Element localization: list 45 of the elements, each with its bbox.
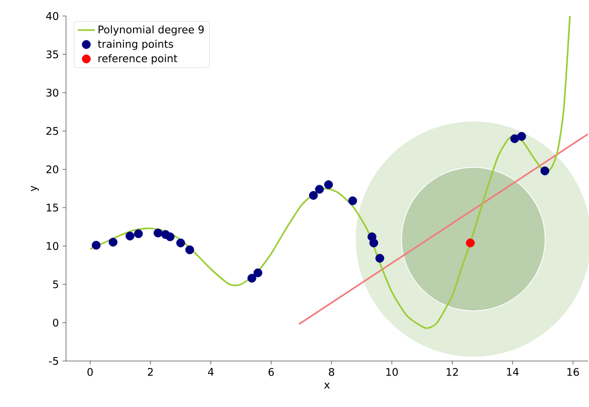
point [176,238,186,248]
point [517,132,526,141]
y-tick-label: 10 [46,242,58,250]
x-tick-label: 16 [567,368,579,376]
point [254,268,262,278]
point [185,245,194,254]
point [126,232,134,240]
y-axis-title: y [30,186,39,192]
x-axis-title: x [324,382,330,388]
point [154,228,162,238]
point [92,240,101,250]
x-tick-label: 6 [268,368,274,376]
legend-label: reference point [98,54,178,64]
point [108,238,118,247]
x-tick-label: 10 [386,368,398,376]
point [134,229,143,238]
point [375,254,384,263]
y-tick-label: 40 [46,12,58,20]
x-tick-label: 8 [328,368,334,376]
point [324,180,333,190]
point [315,184,324,194]
y-tick-label: -5 [49,357,58,365]
point [348,196,358,206]
point [540,166,550,176]
legend-label: training points [98,40,174,50]
point [166,232,174,242]
line-series [89,16,571,329]
y-tick-label: 5 [53,280,58,288]
y-tick-label: 0 [53,318,58,327]
point [247,274,256,283]
point [309,191,318,200]
x-tick-label: 0 [88,368,93,376]
y-tick-label: 30 [46,88,58,97]
x-tick-label: 4 [208,368,214,376]
y-tick-label: 35 [46,50,58,58]
x-tick-label: 2 [148,368,153,376]
y-tick-label: 25 [46,127,58,135]
point [369,238,378,248]
point [510,134,520,144]
y-tick-label: 20 [46,165,58,174]
x-tick-label: 14 [507,368,519,376]
x-tick-label: 12 [446,368,458,376]
y-tick-label: 15 [46,204,58,212]
point [466,238,475,248]
legend-label: Polynomial degree 9 [98,25,204,36]
